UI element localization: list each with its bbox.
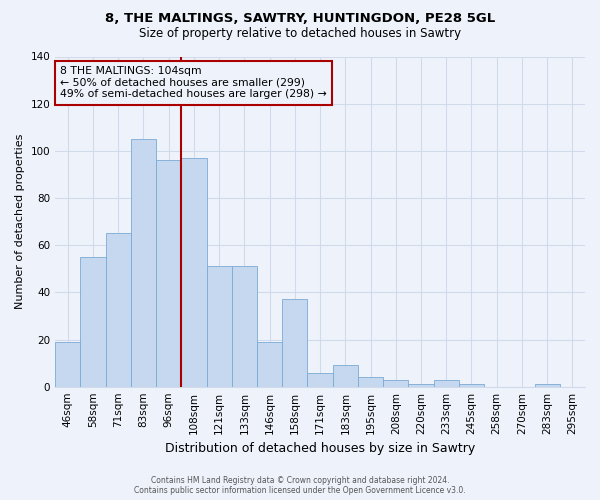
Bar <box>409 384 434 386</box>
Bar <box>106 234 131 386</box>
Text: 8, THE MALTINGS, SAWTRY, HUNTINGDON, PE28 5GL: 8, THE MALTINGS, SAWTRY, HUNTINGDON, PE2… <box>105 12 495 26</box>
Bar <box>358 377 383 386</box>
Text: 8 THE MALTINGS: 104sqm
← 50% of detached houses are smaller (299)
49% of semi-de: 8 THE MALTINGS: 104sqm ← 50% of detached… <box>60 66 327 99</box>
Bar <box>459 384 484 386</box>
Bar <box>535 384 560 386</box>
Bar <box>383 380 409 386</box>
X-axis label: Distribution of detached houses by size in Sawtry: Distribution of detached houses by size … <box>165 442 475 455</box>
Bar <box>156 160 181 386</box>
Bar <box>131 139 156 386</box>
Bar <box>434 380 459 386</box>
Y-axis label: Number of detached properties: Number of detached properties <box>15 134 25 310</box>
Bar <box>307 372 332 386</box>
Bar <box>232 266 257 386</box>
Text: Contains HM Land Registry data © Crown copyright and database right 2024.
Contai: Contains HM Land Registry data © Crown c… <box>134 476 466 495</box>
Bar <box>55 342 80 386</box>
Bar <box>332 366 358 386</box>
Bar <box>257 342 282 386</box>
Text: Size of property relative to detached houses in Sawtry: Size of property relative to detached ho… <box>139 28 461 40</box>
Bar <box>206 266 232 386</box>
Bar <box>80 257 106 386</box>
Bar <box>181 158 206 386</box>
Bar <box>282 300 307 386</box>
